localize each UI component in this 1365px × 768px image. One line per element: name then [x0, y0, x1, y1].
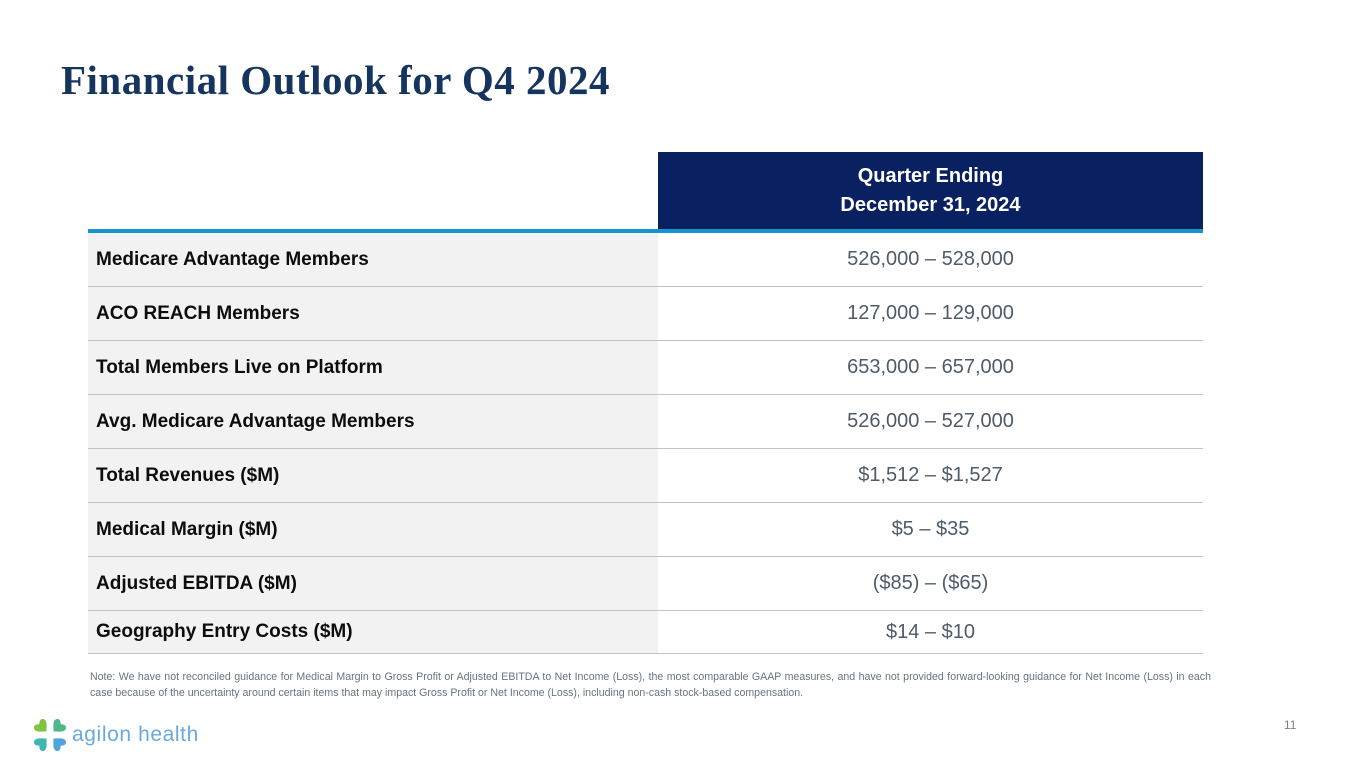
table-row: Avg. Medicare Advantage Members 526,000 … [88, 395, 1203, 449]
row-label: Geography Entry Costs ($M) [88, 611, 658, 653]
column-header-line1: Quarter Ending [857, 164, 1004, 187]
footnote: Note: We have not reconciled guidance fo… [90, 671, 1211, 700]
page-title: Financial Outlook for Q4 2024 [61, 57, 611, 103]
row-value: 127,000 – 129,000 [847, 302, 1014, 324]
table-row: Adjusted EBITDA ($M) ($85) – ($65) [88, 557, 1203, 611]
logo-text: agilon health [72, 723, 199, 746]
row-label: Avg. Medicare Advantage Members [88, 395, 658, 448]
row-label: ACO REACH Members [88, 287, 658, 340]
table-body: Medicare Advantage Members 526,000 – 528… [88, 233, 1203, 654]
row-label: Total Revenues ($M) [88, 449, 658, 502]
row-value: $14 – $10 [886, 620, 975, 643]
logo: agilon health [34, 719, 199, 751]
row-label: Total Members Live on Platform [88, 341, 658, 394]
row-label: Medical Margin ($M) [88, 503, 658, 556]
table-row: Medical Margin ($M) $5 – $35 [88, 503, 1203, 557]
table-row: Geography Entry Costs ($M) $14 – $10 [88, 611, 1203, 654]
table-column-header: Quarter Ending December 31, 2024 [658, 152, 1203, 229]
row-value: 526,000 – 528,000 [847, 248, 1014, 270]
agilon-clover-icon [34, 719, 66, 751]
row-value: $5 – $35 [891, 518, 970, 540]
row-value: 526,000 – 527,000 [847, 410, 1014, 432]
accent-divider [88, 229, 1203, 233]
row-value: ($85) – ($65) [872, 572, 989, 594]
page-number: 11 [1284, 718, 1297, 732]
row-label: Medicare Advantage Members [88, 233, 658, 286]
table-row: Total Members Live on Platform 653,000 –… [88, 341, 1203, 395]
column-header-line2: December 31, 2024 [840, 193, 1021, 216]
row-value: $1,512 – $1,527 [858, 464, 1003, 486]
row-label: Adjusted EBITDA ($M) [88, 557, 658, 610]
table-row: ACO REACH Members 127,000 – 129,000 [88, 287, 1203, 341]
table-row: Medicare Advantage Members 526,000 – 528… [88, 233, 1203, 287]
table-row: Total Revenues ($M) $1,512 – $1,527 [88, 449, 1203, 503]
row-value: 653,000 – 657,000 [847, 356, 1014, 378]
